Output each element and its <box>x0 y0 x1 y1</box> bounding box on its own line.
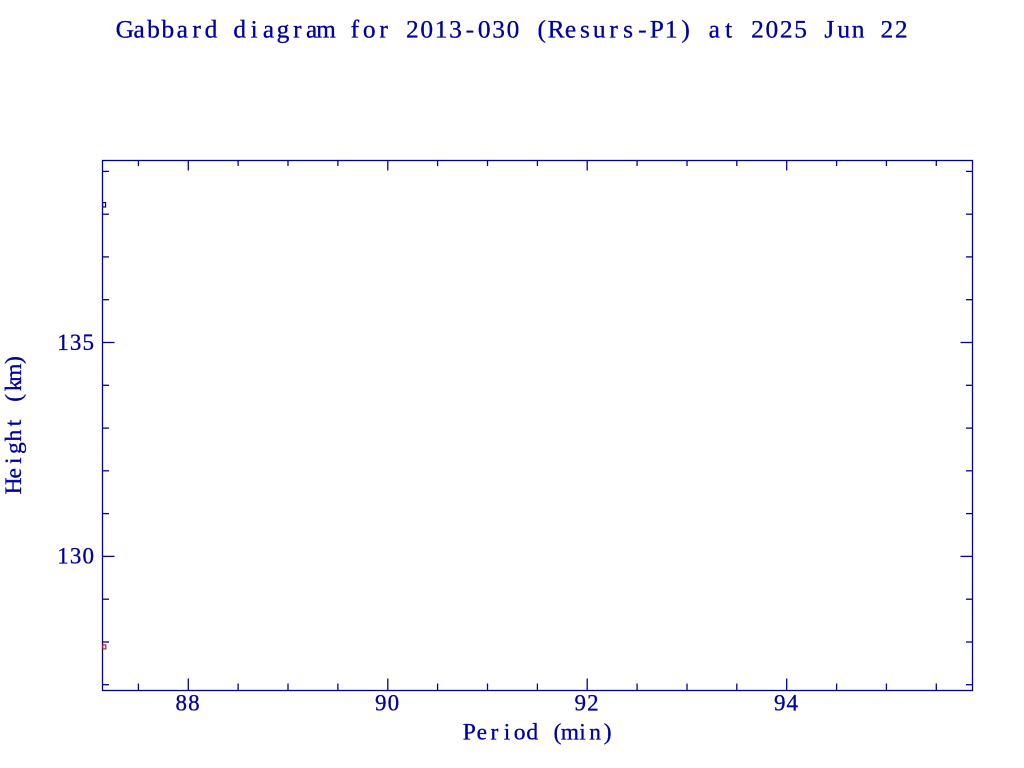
svg-text:o: o <box>514 719 526 745</box>
svg-text:n: n <box>852 16 865 44</box>
svg-text:d: d <box>233 16 246 44</box>
svg-text:(: ( <box>553 719 561 745</box>
svg-text:r: r <box>491 719 499 745</box>
svg-text:t: t <box>1 419 27 426</box>
svg-text:J: J <box>824 16 834 44</box>
svg-text:r: r <box>609 16 618 44</box>
svg-text:d: d <box>205 16 218 44</box>
svg-text:P: P <box>463 719 476 745</box>
svg-text:2: 2 <box>780 16 793 44</box>
svg-text:u: u <box>593 16 606 44</box>
svg-text:u: u <box>837 16 850 44</box>
svg-text:i: i <box>251 16 258 44</box>
svg-text:5: 5 <box>794 16 807 44</box>
svg-text:a: a <box>133 16 144 44</box>
svg-text:2: 2 <box>751 16 764 44</box>
svg-text:8: 8 <box>176 691 188 716</box>
svg-text:g: g <box>277 16 290 44</box>
svg-text:s: s <box>623 16 633 44</box>
svg-text:2: 2 <box>881 16 894 44</box>
svg-text:e: e <box>477 719 487 745</box>
svg-text:a: a <box>306 16 317 44</box>
svg-text:t: t <box>725 16 732 44</box>
svg-text:3: 3 <box>449 16 462 44</box>
svg-text:9: 9 <box>774 691 786 716</box>
svg-text:2: 2 <box>895 16 908 44</box>
svg-text:-: - <box>638 16 646 44</box>
svg-text:): ) <box>1 356 27 364</box>
svg-text:(: ( <box>538 16 546 44</box>
svg-text:f: f <box>351 16 360 44</box>
svg-text:(: ( <box>1 394 27 402</box>
svg-text:3: 3 <box>492 16 505 44</box>
svg-text:s: s <box>580 16 590 44</box>
svg-text:9: 9 <box>375 691 387 716</box>
svg-text:r: r <box>379 16 388 44</box>
svg-text:0: 0 <box>507 16 520 44</box>
svg-text:1: 1 <box>435 16 448 44</box>
svg-text:o: o <box>363 16 376 44</box>
svg-text:b: b <box>162 16 175 44</box>
svg-text:0: 0 <box>82 544 94 569</box>
svg-text:2: 2 <box>587 691 599 716</box>
svg-text:P: P <box>650 16 664 44</box>
svg-text:G: G <box>116 16 134 44</box>
svg-text:n: n <box>589 719 601 745</box>
svg-text:h: h <box>1 429 27 441</box>
svg-text:0: 0 <box>420 16 433 44</box>
svg-text:a: a <box>709 16 720 44</box>
svg-text:-: - <box>466 16 474 44</box>
svg-text:a: a <box>177 16 188 44</box>
svg-text:2: 2 <box>406 16 419 44</box>
svg-text:H: H <box>1 477 27 494</box>
svg-text:): ) <box>604 719 612 745</box>
svg-text:1: 1 <box>57 330 69 355</box>
svg-text:1: 1 <box>665 16 678 44</box>
svg-text:0: 0 <box>388 691 400 716</box>
svg-text:m: m <box>561 719 579 745</box>
svg-text:b: b <box>147 16 160 44</box>
svg-text:k: k <box>1 379 27 391</box>
svg-text:3: 3 <box>70 330 82 355</box>
svg-text:i: i <box>1 457 27 464</box>
svg-text:0: 0 <box>765 16 778 44</box>
svg-text:i: i <box>504 719 511 745</box>
svg-text:m: m <box>316 16 336 44</box>
svg-text:0: 0 <box>478 16 491 44</box>
svg-text:e: e <box>1 468 27 478</box>
svg-text:m: m <box>1 364 27 382</box>
svg-text:r: r <box>192 16 201 44</box>
svg-text:8: 8 <box>188 691 200 716</box>
svg-text:R: R <box>548 16 565 44</box>
svg-text:3: 3 <box>70 544 82 569</box>
svg-text:4: 4 <box>787 691 799 716</box>
svg-text:5: 5 <box>82 330 94 355</box>
svg-text:r: r <box>293 16 302 44</box>
svg-text:a: a <box>263 16 274 44</box>
svg-text:1: 1 <box>57 544 69 569</box>
svg-text:i: i <box>579 719 586 745</box>
svg-text:): ) <box>681 16 689 44</box>
svg-text:g: g <box>1 442 27 454</box>
svg-text:e: e <box>565 16 576 44</box>
svg-text:d: d <box>526 719 538 745</box>
svg-text:9: 9 <box>574 691 586 716</box>
